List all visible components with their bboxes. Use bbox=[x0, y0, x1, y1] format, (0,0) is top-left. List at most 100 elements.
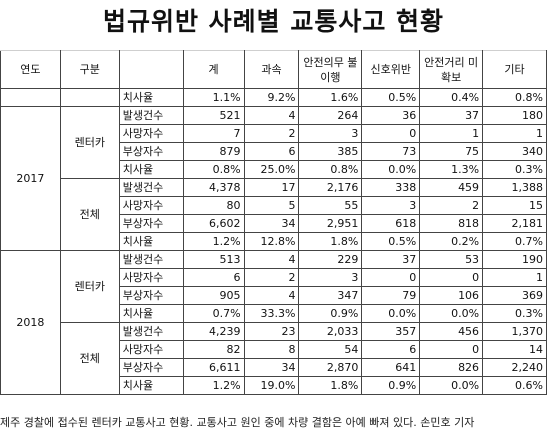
value-cell: 6 bbox=[182, 268, 245, 287]
value-cell: 0.0% bbox=[419, 304, 484, 323]
value-cell: 7 bbox=[182, 124, 245, 143]
value-cell: 357 bbox=[361, 322, 421, 341]
row-label: 부상자수 bbox=[118, 358, 184, 377]
value-cell: 264 bbox=[298, 106, 363, 125]
value-cell: 106 bbox=[419, 286, 484, 305]
value-cell: 36 bbox=[361, 106, 421, 125]
value-cell: 0.0% bbox=[361, 304, 421, 323]
value-cell: 2,181 bbox=[482, 214, 547, 233]
value-cell: 12.8% bbox=[243, 232, 300, 251]
header-col: 계 bbox=[182, 50, 245, 89]
row-label: 치사율 bbox=[118, 304, 184, 323]
value-cell: 54 bbox=[298, 340, 363, 359]
header-col: 안전거리 미확보 bbox=[419, 50, 484, 89]
value-cell: 1.6% bbox=[298, 88, 363, 107]
value-cell: 0.7% bbox=[482, 232, 547, 251]
value-cell: 1.2% bbox=[182, 376, 245, 395]
value-cell: 8 bbox=[243, 340, 300, 359]
header-year: 연도 bbox=[0, 50, 61, 89]
row-label: 사망자수 bbox=[118, 124, 184, 143]
row-label: 부상자수 bbox=[118, 142, 184, 161]
value-cell: 1.8% bbox=[298, 232, 363, 251]
value-cell: 338 bbox=[361, 178, 421, 197]
header-blank bbox=[118, 50, 184, 89]
table-row: 치사율 1.2% 19.0% 1.8% 0.9% 0.0% 0.6% bbox=[1, 376, 547, 395]
value-cell: 37 bbox=[419, 106, 484, 125]
value-cell: 6,602 bbox=[182, 214, 245, 233]
table-row: 전체 발생건수 4,378 17 2,176 338 459 1,388 bbox=[1, 178, 547, 251]
value-cell: 82 bbox=[182, 340, 245, 359]
group-cell: 전체 bbox=[59, 322, 120, 395]
value-cell: 1,370 bbox=[482, 322, 547, 341]
value-cell: 0.8% bbox=[482, 88, 547, 107]
value-cell: 1.2% bbox=[182, 232, 245, 251]
value-cell: 0.4% bbox=[419, 88, 484, 107]
table-row: 부상자수 905 4 347 79 106 369 bbox=[1, 286, 547, 305]
empty-cell bbox=[59, 88, 120, 107]
row-label: 사망자수 bbox=[118, 196, 184, 215]
value-cell: 521 bbox=[182, 106, 245, 125]
value-cell: 34 bbox=[243, 358, 300, 377]
value-cell: 5 bbox=[243, 196, 300, 215]
value-cell: 1 bbox=[482, 124, 547, 143]
table-title: 법규위반 사례별 교통사고 현황 bbox=[102, 7, 445, 36]
table-row: 부상자수 879 6 385 73 75 340 bbox=[1, 142, 547, 161]
value-cell: 0.6% bbox=[482, 376, 547, 395]
value-cell: 0.5% bbox=[361, 232, 421, 251]
value-cell: 4 bbox=[243, 286, 300, 305]
value-cell: 2,176 bbox=[298, 178, 363, 197]
row-label: 치사율 bbox=[118, 88, 184, 107]
value-cell: 6 bbox=[243, 142, 300, 161]
value-cell: 0.3% bbox=[482, 304, 547, 323]
value-cell: 0.0% bbox=[361, 160, 421, 179]
value-cell: 9.2% bbox=[243, 88, 300, 107]
table-row: 치사율 0.8% 25.0% 0.8% 0.0% 1.3% 0.3% bbox=[1, 160, 547, 179]
value-cell: 15 bbox=[482, 196, 547, 215]
value-cell: 369 bbox=[482, 286, 547, 305]
value-cell: 190 bbox=[482, 250, 547, 269]
value-cell: 2,870 bbox=[298, 358, 363, 377]
value-cell: 0 bbox=[361, 268, 421, 287]
value-cell: 879 bbox=[182, 142, 245, 161]
value-cell: 75 bbox=[419, 142, 484, 161]
value-cell: 37 bbox=[361, 250, 421, 269]
value-cell: 2 bbox=[419, 196, 484, 215]
value-cell: 347 bbox=[298, 286, 363, 305]
value-cell: 0.8% bbox=[298, 160, 363, 179]
value-cell: 4,378 bbox=[182, 178, 245, 197]
row-label: 치사율 bbox=[118, 376, 184, 395]
table-row: 전체 발생건수 4,239 23 2,033 357 456 1,370 bbox=[1, 322, 547, 395]
value-cell: 459 bbox=[419, 178, 484, 197]
value-cell: 0 bbox=[419, 268, 484, 287]
value-cell: 1.3% bbox=[419, 160, 484, 179]
row-label: 발생건수 bbox=[118, 178, 184, 197]
year-cell: 2018 bbox=[0, 250, 61, 395]
row-label: 사망자수 bbox=[118, 340, 184, 359]
value-cell: 33.3% bbox=[243, 304, 300, 323]
value-cell: 19.0% bbox=[243, 376, 300, 395]
value-cell: 6 bbox=[361, 340, 421, 359]
table-row: 치사율 1.1% 9.2% 1.6% 0.5% 0.4% 0.8% bbox=[0, 88, 547, 107]
row-label: 부상자수 bbox=[118, 214, 184, 233]
value-cell: 1,388 bbox=[482, 178, 547, 197]
value-cell: 2,033 bbox=[298, 322, 363, 341]
value-cell: 0.0% bbox=[419, 376, 484, 395]
value-cell: 14 bbox=[482, 340, 547, 359]
value-cell: 456 bbox=[419, 322, 484, 341]
empty-cell bbox=[0, 88, 61, 107]
table-row: 사망자수 80 5 55 3 2 15 bbox=[1, 196, 547, 215]
header-col: 신호위반 bbox=[361, 50, 421, 89]
value-cell: 1 bbox=[482, 268, 547, 287]
value-cell: 826 bbox=[419, 358, 484, 377]
row-label: 발생건수 bbox=[118, 250, 184, 269]
value-cell: 180 bbox=[482, 106, 547, 125]
value-cell: 73 bbox=[361, 142, 421, 161]
value-cell: 55 bbox=[298, 196, 363, 215]
header-col: 과속 bbox=[243, 50, 300, 89]
row-label: 치사율 bbox=[118, 232, 184, 251]
value-cell: 1.8% bbox=[298, 376, 363, 395]
value-cell: 618 bbox=[361, 214, 421, 233]
row-label: 부상자수 bbox=[118, 286, 184, 305]
value-cell: 17 bbox=[243, 178, 300, 197]
value-cell: 0.7% bbox=[182, 304, 245, 323]
